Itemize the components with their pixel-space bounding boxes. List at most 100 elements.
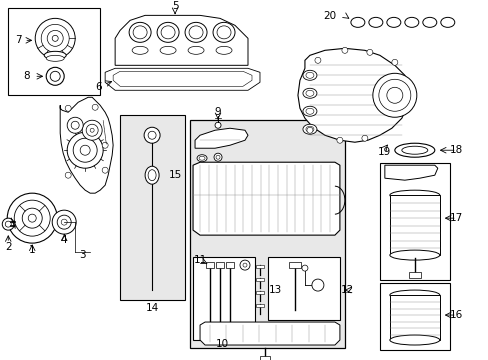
Polygon shape [105, 68, 260, 90]
Ellipse shape [303, 124, 316, 134]
Circle shape [366, 49, 372, 55]
Ellipse shape [213, 22, 235, 42]
Ellipse shape [44, 51, 66, 59]
Polygon shape [193, 162, 339, 235]
Ellipse shape [368, 17, 382, 27]
Text: 19: 19 [377, 147, 391, 157]
Ellipse shape [440, 17, 454, 27]
Circle shape [215, 122, 221, 128]
Ellipse shape [132, 46, 148, 54]
Circle shape [57, 215, 71, 229]
Polygon shape [200, 322, 339, 345]
Circle shape [80, 145, 90, 155]
Circle shape [67, 132, 103, 168]
Bar [216, 262, 224, 268]
Ellipse shape [161, 26, 175, 39]
Text: 17: 17 [449, 213, 463, 223]
Circle shape [28, 214, 36, 222]
Circle shape [391, 59, 397, 65]
Bar [255, 278, 264, 281]
Text: 8: 8 [23, 71, 29, 81]
Ellipse shape [401, 146, 427, 154]
Ellipse shape [197, 155, 206, 162]
Circle shape [41, 24, 69, 52]
Text: 4: 4 [61, 235, 67, 245]
Ellipse shape [389, 250, 439, 260]
Ellipse shape [305, 90, 313, 96]
Text: 14: 14 [145, 303, 159, 313]
Circle shape [5, 221, 11, 227]
Circle shape [243, 263, 246, 267]
Bar [408, 272, 420, 278]
Text: 18: 18 [449, 145, 463, 155]
Ellipse shape [303, 106, 316, 116]
Bar [193, 257, 254, 340]
Circle shape [14, 200, 50, 236]
Bar [379, 283, 449, 350]
Ellipse shape [303, 70, 316, 80]
Ellipse shape [404, 17, 418, 27]
Ellipse shape [199, 156, 204, 160]
Circle shape [144, 127, 160, 143]
Bar [267, 257, 339, 320]
Text: 9: 9 [214, 107, 221, 117]
Circle shape [61, 219, 67, 225]
Ellipse shape [133, 26, 147, 39]
Ellipse shape [189, 26, 203, 39]
Bar [120, 115, 184, 300]
Circle shape [102, 142, 108, 148]
Ellipse shape [305, 126, 313, 132]
Bar [288, 262, 300, 268]
Ellipse shape [394, 143, 434, 157]
Ellipse shape [145, 166, 159, 184]
Ellipse shape [350, 17, 364, 27]
Circle shape [341, 47, 347, 53]
Ellipse shape [389, 290, 439, 300]
Ellipse shape [148, 170, 156, 181]
Circle shape [67, 117, 83, 133]
Circle shape [50, 71, 60, 81]
Circle shape [214, 153, 222, 161]
Text: 10: 10 [215, 339, 228, 349]
Circle shape [306, 127, 312, 133]
Bar [389, 295, 439, 340]
Ellipse shape [129, 22, 151, 42]
Circle shape [2, 218, 14, 230]
Ellipse shape [188, 46, 203, 54]
Polygon shape [297, 48, 409, 142]
Circle shape [301, 265, 307, 271]
Circle shape [46, 67, 64, 85]
Circle shape [35, 18, 75, 58]
Ellipse shape [389, 190, 439, 200]
Circle shape [22, 208, 42, 228]
Text: 7: 7 [15, 35, 21, 45]
Text: 12: 12 [341, 285, 354, 295]
Circle shape [336, 137, 342, 143]
Circle shape [314, 57, 320, 63]
Circle shape [216, 155, 220, 159]
Text: 16: 16 [449, 310, 463, 320]
Ellipse shape [305, 108, 313, 114]
Polygon shape [60, 97, 113, 193]
Ellipse shape [216, 46, 231, 54]
Circle shape [378, 79, 410, 111]
Circle shape [73, 138, 97, 162]
Circle shape [386, 87, 402, 103]
Circle shape [65, 172, 71, 178]
Polygon shape [115, 15, 247, 65]
Bar [260, 356, 269, 360]
Text: 2: 2 [5, 242, 12, 252]
Text: 6: 6 [95, 82, 101, 92]
Circle shape [52, 210, 76, 234]
Bar [255, 304, 264, 307]
Bar [255, 291, 264, 294]
Ellipse shape [386, 17, 400, 27]
Ellipse shape [305, 72, 313, 78]
Bar [8, 8, 100, 95]
Bar [225, 262, 234, 268]
Text: 3: 3 [79, 250, 85, 260]
Bar [379, 163, 449, 280]
Text: 13: 13 [268, 285, 281, 295]
Ellipse shape [422, 17, 436, 27]
Circle shape [82, 120, 102, 140]
